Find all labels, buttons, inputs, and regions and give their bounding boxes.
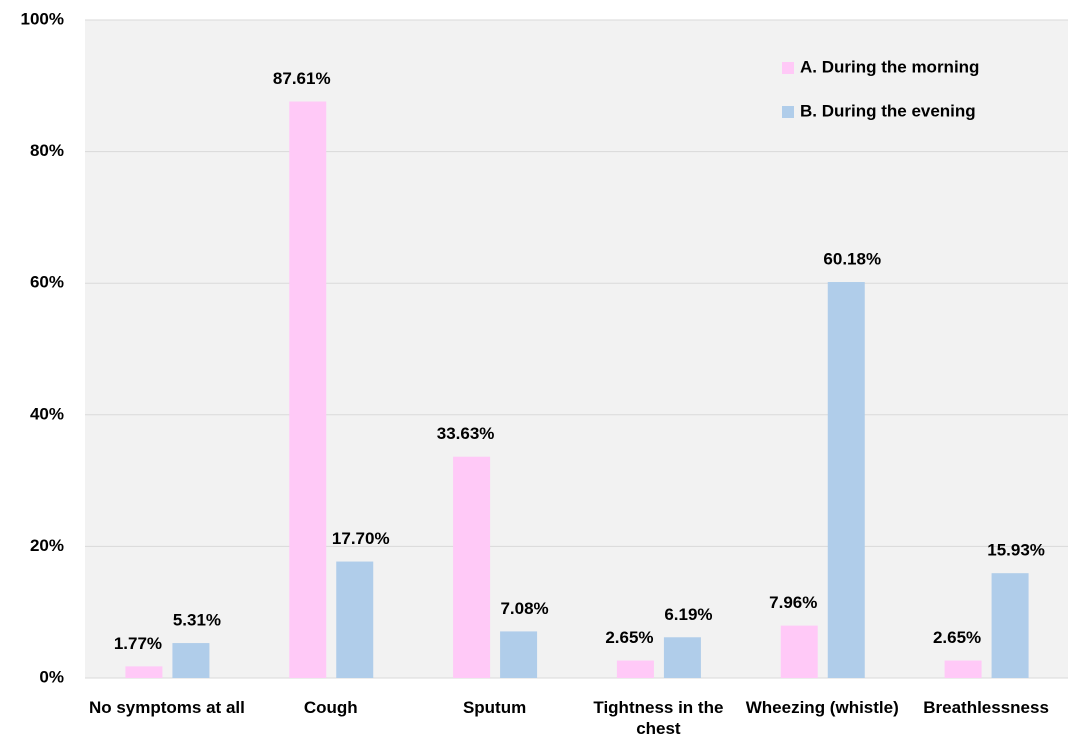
bar (336, 561, 374, 678)
data-label: 33.63% (437, 424, 495, 443)
legend-label: A. During the morning (800, 57, 979, 76)
bar (616, 660, 654, 678)
data-label: 5.31% (173, 611, 221, 630)
bar (289, 101, 327, 679)
data-label: 6.19% (664, 605, 712, 624)
legend-swatch (782, 62, 794, 74)
y-tick-label: 60% (30, 273, 64, 292)
bar (125, 666, 163, 678)
bar (991, 573, 1029, 678)
y-tick-label: 100% (21, 9, 64, 28)
y-tick-label: 20% (30, 536, 64, 555)
y-tick-label: 0% (39, 667, 64, 686)
x-tick-label: Sputum (462, 698, 527, 717)
x-tick-label: Wheezing (whistle) (745, 698, 899, 717)
data-label: 15.93% (987, 541, 1045, 560)
x-tick-label: No symptoms at all (88, 698, 245, 717)
data-label: 2.65% (933, 628, 981, 647)
bar (944, 660, 982, 678)
legend-label: B. During the evening (800, 101, 976, 120)
bar (453, 456, 491, 678)
x-tick-label: Cough (303, 698, 358, 717)
bar (663, 637, 701, 678)
data-label: 2.65% (605, 628, 653, 647)
data-label: 7.96% (769, 593, 817, 612)
bar (780, 625, 818, 678)
plot-area (85, 20, 1068, 678)
data-label: 7.08% (500, 599, 548, 618)
data-label: 87.61% (273, 69, 331, 88)
data-label: 17.70% (332, 529, 390, 548)
bar (827, 282, 865, 678)
data-label: 60.18% (823, 249, 881, 268)
y-tick-label: 80% (30, 141, 64, 160)
x-tick-label: Tightness in the chest (593, 698, 724, 738)
legend-swatch (782, 106, 794, 118)
bar (500, 631, 538, 678)
x-tick-label: Breathlessness (923, 698, 1049, 717)
bar (172, 643, 210, 678)
y-tick-label: 40% (30, 404, 64, 423)
data-label: 1.77% (114, 634, 162, 653)
